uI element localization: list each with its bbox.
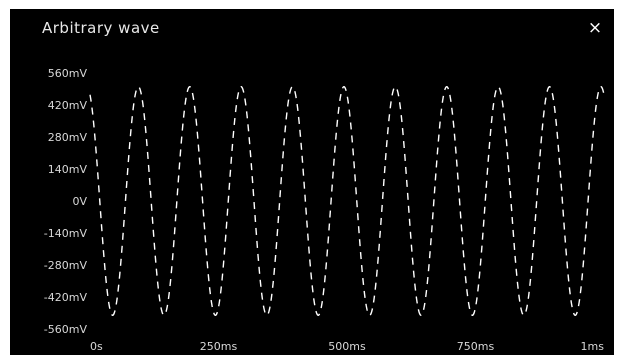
y-tick-label: -140mV — [44, 227, 88, 240]
x-tick-label: 1ms — [581, 340, 605, 353]
y-tick-label: -280mV — [44, 259, 88, 272]
x-tick-label: 750ms — [457, 340, 495, 353]
waveform-chart: 560mV 420mV 280mV 140mV 0V -140mV -280mV -420mV… — [44, 67, 605, 353]
x-tick-label: 0s — [90, 340, 103, 353]
x-tick-label: 500ms — [328, 340, 366, 353]
y-tick-label: 280mV — [48, 131, 88, 144]
panel-title: Arbitrary wave — [42, 19, 160, 37]
close-icon[interactable]: × — [587, 18, 603, 38]
y-tick-label: 560mV — [48, 67, 88, 80]
y-tick-label: -420mV — [44, 291, 88, 304]
y-tick-label: 420mV — [48, 99, 88, 112]
y-tick-label: -560mV — [44, 323, 88, 336]
waveform-trace — [89, 86, 605, 316]
y-tick-label: 0V — [72, 195, 87, 208]
x-tick-label: 250ms — [200, 340, 238, 353]
y-tick-label: 140mV — [48, 163, 88, 176]
arbitrary-wave-panel: Arbitrary wave × 560mV 420mV 280mV 140mV 0V -… — [10, 9, 614, 355]
